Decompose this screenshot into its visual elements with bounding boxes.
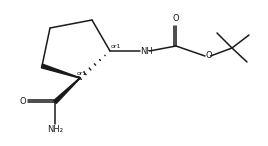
Text: or1: or1 (77, 71, 87, 76)
Text: or1: or1 (111, 44, 121, 49)
Text: O: O (173, 14, 179, 23)
Text: O: O (206, 52, 212, 60)
Text: O: O (19, 98, 26, 106)
Text: NH₂: NH₂ (47, 125, 63, 134)
Polygon shape (54, 78, 80, 103)
Text: NH: NH (140, 46, 153, 55)
Polygon shape (42, 64, 80, 78)
